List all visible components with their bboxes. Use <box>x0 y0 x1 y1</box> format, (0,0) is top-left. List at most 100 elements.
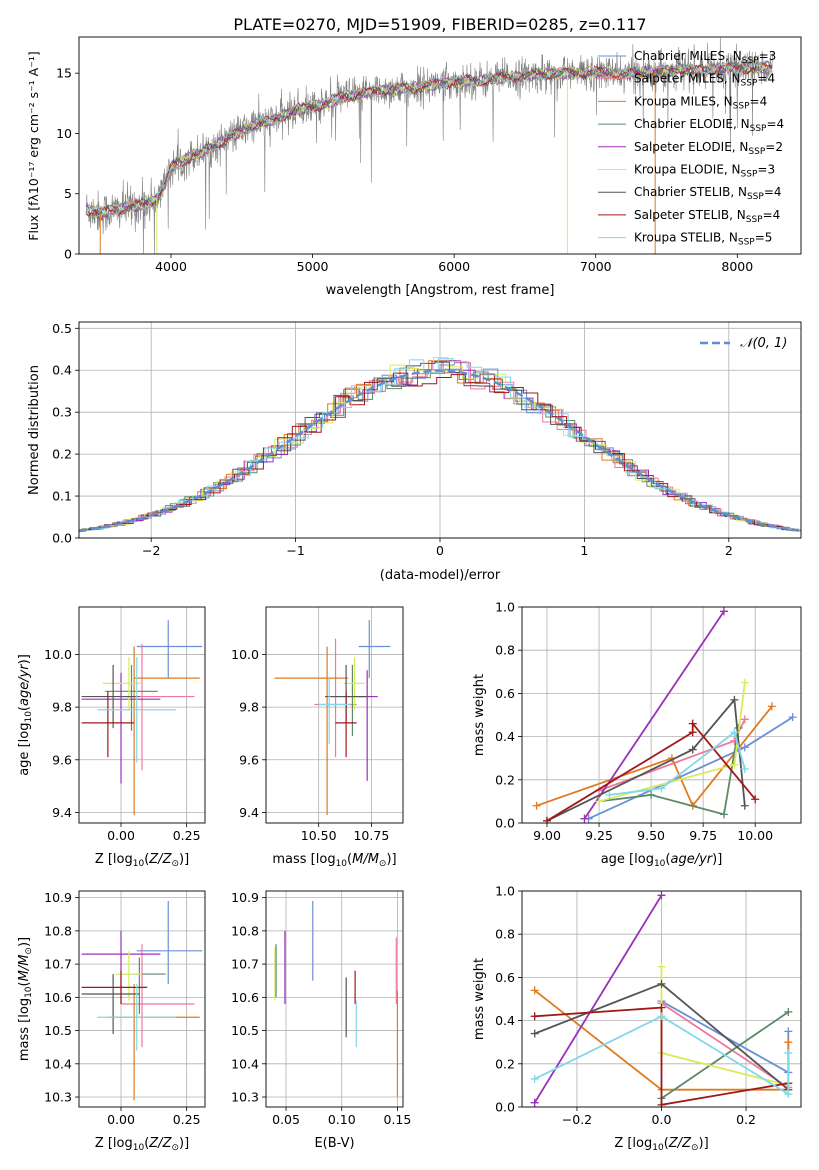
age-vs-metallicity-panel: 0.00 0.25 9.4 9.6 9.8 10.0 Z [log10(Z/Z⊙)] age … <box>17 606 206 869</box>
massweight-vs-metallicity-panel: −0.2 0.0 0.2 0.0 0.2 0.4 0.6 0.8 1.0 Z [log10(Z/Z… <box>472 884 802 1153</box>
residual-histogram-panel: −2 −1 0 1 2 0.0 0.1 0.2 0.3 0.4 0.5 𝒩(0, 1) (data-mo… <box>27 321 802 583</box>
x-axis-label: wavelength [Angstrom, rest frame] <box>326 283 555 298</box>
tick-label-y: 0.0 <box>495 1100 515 1115</box>
x-axis-label: Z [log10(Z/Z⊙)] <box>95 852 189 869</box>
model-line-kroupa-stelib <box>85 61 773 218</box>
legend-entry: Kroupa MILES, NSSP=4 <box>634 94 767 111</box>
tick-label-x: 0.05 <box>272 1112 300 1127</box>
tick-label-x: 0.2 <box>736 1112 756 1127</box>
weight-marker <box>688 745 697 754</box>
tick-label-x: −1 <box>286 543 304 558</box>
tick-label-y: 9.4 <box>239 805 259 820</box>
tick-label-y: 5 <box>64 186 72 201</box>
x-axis-label: mass [log10(M/M⊙)] <box>272 852 396 869</box>
tick-label-x: 0.00 <box>107 1112 135 1127</box>
weight-marker <box>657 1012 666 1021</box>
tick-label-y: 0.6 <box>495 686 515 701</box>
weight-marker <box>530 1012 539 1021</box>
weight-marker <box>542 816 551 823</box>
weight-marker <box>595 797 604 806</box>
y-axis-label: mass weight <box>472 958 487 1040</box>
weight-marker <box>580 814 589 823</box>
tick-label-x: 0.15 <box>384 1112 412 1127</box>
weight-line-kroupa-miles <box>536 705 773 808</box>
legend-entry: Salpeter STELIB, NSSP=4 <box>634 208 780 225</box>
tick-label-y: 0.4 <box>495 729 515 744</box>
y-axis-label: mass [log10(M/M⊙)] <box>17 937 34 1061</box>
legend-normal-label: 𝒩(0, 1) <box>740 336 787 351</box>
weight-line-kroupa-stelib <box>534 1015 790 1096</box>
plot-area <box>274 900 399 1098</box>
tick-label-x: 10.75 <box>353 828 389 843</box>
weight-marker <box>730 695 739 704</box>
axes-frame <box>78 890 206 1108</box>
weight-line-salpeter-miles <box>661 1002 789 1089</box>
weight-marker <box>657 891 666 900</box>
weight-marker <box>530 1074 539 1083</box>
weight-marker <box>530 1029 539 1038</box>
weight-marker <box>688 728 697 737</box>
weight-line-chabrier-elodie <box>598 727 740 816</box>
tick-label-x: 8000 <box>721 259 753 274</box>
tick-label-x: 0.25 <box>173 828 201 843</box>
legend-entry: Kroupa ELODIE, NSSP=3 <box>634 163 775 180</box>
tick-label-x: 0.0 <box>652 1112 672 1127</box>
tick-label-y: 9.6 <box>239 752 259 767</box>
weight-line-kroupa-stelib <box>609 730 746 796</box>
tick-label-x: 0.00 <box>107 828 135 843</box>
tick-label-y: 9.6 <box>52 752 72 767</box>
y-axis-label: mass weight <box>472 674 487 756</box>
weight-marker <box>740 765 749 773</box>
weight-marker <box>730 760 739 769</box>
tick-label-x: 5000 <box>297 259 329 274</box>
weight-marker <box>740 743 749 752</box>
axes-frame <box>78 606 206 824</box>
tick-label-y: 10.3 <box>231 1090 259 1105</box>
y-axis-label: Normed distribution <box>27 365 42 495</box>
weight-marker <box>740 715 749 724</box>
massweight-vs-age-panel: 9.00 9.25 9.50 9.75 10.00 0.0 0.2 0.4 0.6 0.8 1.0 a… <box>472 600 802 869</box>
tick-label-y: 0.2 <box>495 1056 515 1071</box>
weight-marker <box>784 1007 793 1016</box>
tick-label-x: 9.25 <box>585 828 613 843</box>
tick-label-y: 10.6 <box>44 990 72 1005</box>
tick-label-y: 10.9 <box>231 890 259 905</box>
tick-label-y: 9.8 <box>52 700 72 715</box>
tick-label-x: 7000 <box>580 259 612 274</box>
weight-marker <box>605 790 614 799</box>
tick-label-y: 1.0 <box>495 884 515 899</box>
tick-label-y: 10.8 <box>231 923 259 938</box>
tick-label-y: 0.1 <box>52 489 72 504</box>
axes-frame <box>265 890 404 1108</box>
tick-label-y: 10.7 <box>44 957 72 972</box>
x-axis-label: (data-model)/error <box>380 568 501 583</box>
tick-label-y: 0 <box>64 247 72 262</box>
tick-label-y: 0.4 <box>495 1013 515 1028</box>
plot-area <box>81 620 203 816</box>
model-line-kroupa-elodie <box>85 61 773 220</box>
tick-label-y: 10.8 <box>44 923 72 938</box>
weight-marker <box>751 795 760 804</box>
legend-entry: Chabrier ELODIE, NSSP=4 <box>634 117 784 134</box>
weight-marker <box>719 607 728 616</box>
tick-label-y: 0.0 <box>52 531 72 546</box>
weight-marker <box>740 801 749 810</box>
tick-label-y: 0.8 <box>495 927 515 942</box>
tick-label-y: 9.8 <box>239 700 259 715</box>
axes-frame <box>521 606 802 824</box>
weight-marker <box>688 719 697 728</box>
normal-curve <box>79 369 799 532</box>
tick-label-y: 10.4 <box>44 1056 72 1071</box>
tick-label-y: 10.5 <box>44 1023 72 1038</box>
weight-marker <box>788 713 797 722</box>
tick-label-x: 9.00 <box>533 828 561 843</box>
weight-marker <box>784 1027 793 1036</box>
tick-label-y: 10 <box>56 126 72 141</box>
tick-label-y: 10.7 <box>231 957 259 972</box>
tick-label-y: 10.6 <box>231 990 259 1005</box>
tick-label-x: 6000 <box>438 259 470 274</box>
weight-marker <box>730 728 739 737</box>
tick-label-y: 1.0 <box>495 600 515 615</box>
tick-label-y: 10.3 <box>44 1090 72 1105</box>
